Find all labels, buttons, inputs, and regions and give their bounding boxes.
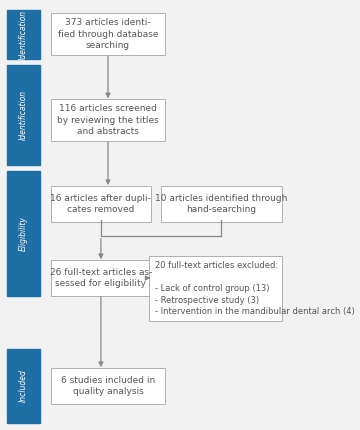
FancyBboxPatch shape <box>7 10 40 59</box>
Text: 10 articles identified through
hand-searching: 10 articles identified through hand-sear… <box>155 194 287 214</box>
FancyBboxPatch shape <box>51 260 151 296</box>
FancyBboxPatch shape <box>7 349 40 423</box>
FancyBboxPatch shape <box>51 13 165 55</box>
FancyBboxPatch shape <box>51 99 165 141</box>
Text: 20 full-text articles excluded:

- Lack of control group (13)
- Retrospective st: 20 full-text articles excluded: - Lack o… <box>155 261 355 316</box>
Text: 116 articles screened
by reviewing the titles
and abstracts: 116 articles screened by reviewing the t… <box>57 104 159 136</box>
FancyBboxPatch shape <box>7 171 40 296</box>
FancyBboxPatch shape <box>7 65 40 165</box>
FancyBboxPatch shape <box>149 256 282 321</box>
Text: 16 articles after dupli-
cates removed: 16 articles after dupli- cates removed <box>50 194 151 214</box>
Text: 6 studies included in
quality analysis: 6 studies included in quality analysis <box>61 376 155 396</box>
Text: 26 full-text articles as-
sessed for eligibility: 26 full-text articles as- sessed for eli… <box>50 268 152 288</box>
FancyBboxPatch shape <box>161 186 282 222</box>
Text: Included: Included <box>19 369 28 402</box>
Text: 373 articles identi-
fied through database
searching: 373 articles identi- fied through databa… <box>58 18 158 50</box>
Text: Identification: Identification <box>19 9 28 60</box>
FancyBboxPatch shape <box>51 368 165 404</box>
Text: Eligibility: Eligibility <box>19 216 28 251</box>
Text: Identification: Identification <box>19 90 28 140</box>
FancyBboxPatch shape <box>51 186 151 222</box>
